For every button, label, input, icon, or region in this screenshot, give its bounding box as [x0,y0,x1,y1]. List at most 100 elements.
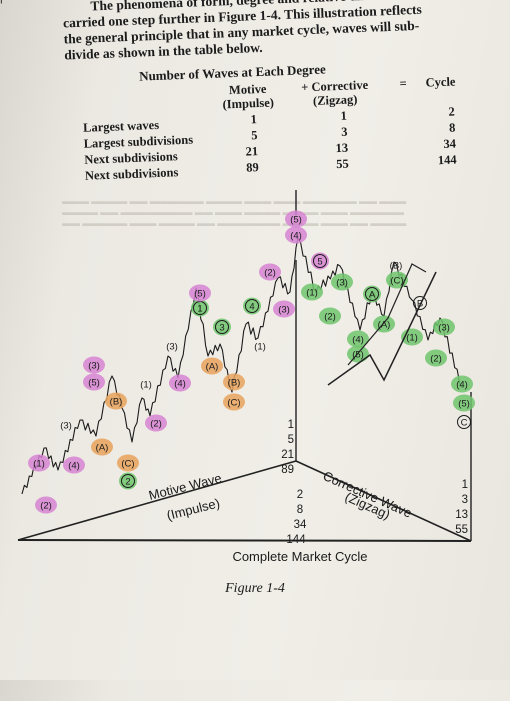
right-number-1: 1 [462,479,468,491]
wave-label-12: (4) [169,374,191,392]
inset-channel-sketch [347,263,427,366]
complete-market-cycle-label: Complete Market Cycle [232,549,367,564]
highlight-marker [28,454,50,472]
wave-label-text: (5) [88,377,100,388]
baseline-line [17,539,472,542]
wave-label-text: A [369,289,376,300]
highlight-marker [189,284,211,302]
wave-label-text: (2) [40,500,52,511]
wave-label-4: (4) [63,456,85,474]
highlight-marker [319,307,341,325]
right-number-3: 3 [462,494,468,506]
wave-label-22: (1) [254,341,266,352]
bleed-through-text: ▬▬▬ ▬▬▬▬ ▬▬ ▬▬▬▬▬▬ ▬▬▬▬ ▬▬▬ ▬▬▬ ▬▬▬▬▬▬ ▬… [62,196,407,228]
wave-label-text: (C) [227,397,240,408]
highlight-marker [169,374,191,392]
wave-label-29: (2) [319,307,341,325]
highlight-marker [91,438,113,456]
highlight-marker [117,454,139,472]
wave-label-17: 3 [213,318,231,336]
degree-circle [365,287,379,301]
wave-label-39: (2) [425,349,447,367]
highlight-marker [453,394,475,412]
wave-label-42: (5) [453,394,475,412]
wave-label-text: (4) [68,460,80,471]
wave-label-35: (B) [390,260,403,271]
wave-label-10: (2) [145,414,167,432]
center-number-144: 144 [286,534,306,546]
wave-label-text: (4) [174,378,186,389]
wave-label-text: (A) [378,319,391,330]
wave-label-text: (C) [121,458,134,469]
highlight-marker [273,300,295,318]
wave-label-31: (4) [347,330,369,348]
wave-label-text: (B) [390,260,403,271]
peak-number-5: 5 [288,434,294,446]
corrective-diagonal [295,460,472,542]
wave-label-14: 1 [191,299,209,317]
center-number-34: 34 [294,519,307,531]
highlight-marker [433,318,455,336]
wave-label-text: 4 [249,301,254,312]
center-number-8: 8 [297,504,303,516]
wave-label-text: (1) [406,332,418,343]
wave-label-6: (B) [105,392,127,410]
highlight-marker [285,226,307,244]
wave-label-20: (C) [223,393,245,411]
wave-label-text: (1) [306,287,318,298]
wave-label-text: (3) [336,277,348,288]
highlight-marker [63,456,85,474]
degree-circle [121,474,135,488]
wave-label-13: (5) [83,373,105,391]
wave-label-text: (B) [228,377,241,388]
wave-label-text: (3) [278,304,290,315]
wave-label-text: II [0,0,3,6]
wave-label-text: (1) [254,341,266,352]
wave-label-text: (3) [438,322,450,333]
wave-label-37: B [413,296,427,310]
wave-label-5: (A) [91,438,113,456]
figure-frame [17,190,472,542]
wave-label-16: (5) [189,284,211,302]
highlight-marker [425,349,447,367]
wave-label-8: 2 [119,472,137,490]
wave-label-text: (3) [166,341,178,352]
degree-circle [413,296,427,310]
highlight-marker [145,414,167,432]
wave-label-1: (1) [28,454,50,472]
peak-number-89: 89 [281,464,294,476]
wave-label-text: (4) [352,334,364,345]
wave-label-text: 3 [219,322,224,333]
wave-label-text: 2 [125,476,130,487]
highlight-marker [223,393,245,411]
highlight-marker [105,392,127,410]
wave-label-28: (1) [301,283,323,301]
wave-label-40: (3) [433,318,455,336]
wave-label-text: C [461,417,468,428]
wave-label-25: (4) [285,226,307,244]
wave-label-3: (3) [60,420,72,431]
wave-label-text: (C) [390,275,403,286]
wave-label-23: (2) [259,263,281,281]
figure-1-4: (1) (2) (3) (4) (A) (B) (C) 2 (1) (2) (3) (4) (5) 1 (3… [0,0,475,564]
inset-zigzag-sketch [327,271,437,386]
degree-circle [245,299,259,313]
wave-label-text: (5) [194,288,206,299]
wave-label-text: (3) [60,420,72,431]
wave-label-24: (3) [273,300,295,318]
highlight-marker [451,375,473,393]
wave-label-text: (1) [140,379,152,390]
wave-label-2: (2) [35,496,57,514]
wave-label-34: (A) [373,315,395,333]
wave-paths [21,237,463,495]
wave-label-text: (2) [324,311,336,322]
wave-label-text: (A) [96,442,109,453]
right-number-13: 13 [455,509,468,521]
wave-label-26: (5) [285,210,307,228]
wave-label-44: II [0,0,3,6]
right-number-55: 55 [455,524,468,536]
wave-label-text: (4) [456,379,468,390]
wave-label-text: 1 [197,303,202,314]
highlight-marker [83,356,105,374]
peak-number-21: 21 [281,449,294,461]
